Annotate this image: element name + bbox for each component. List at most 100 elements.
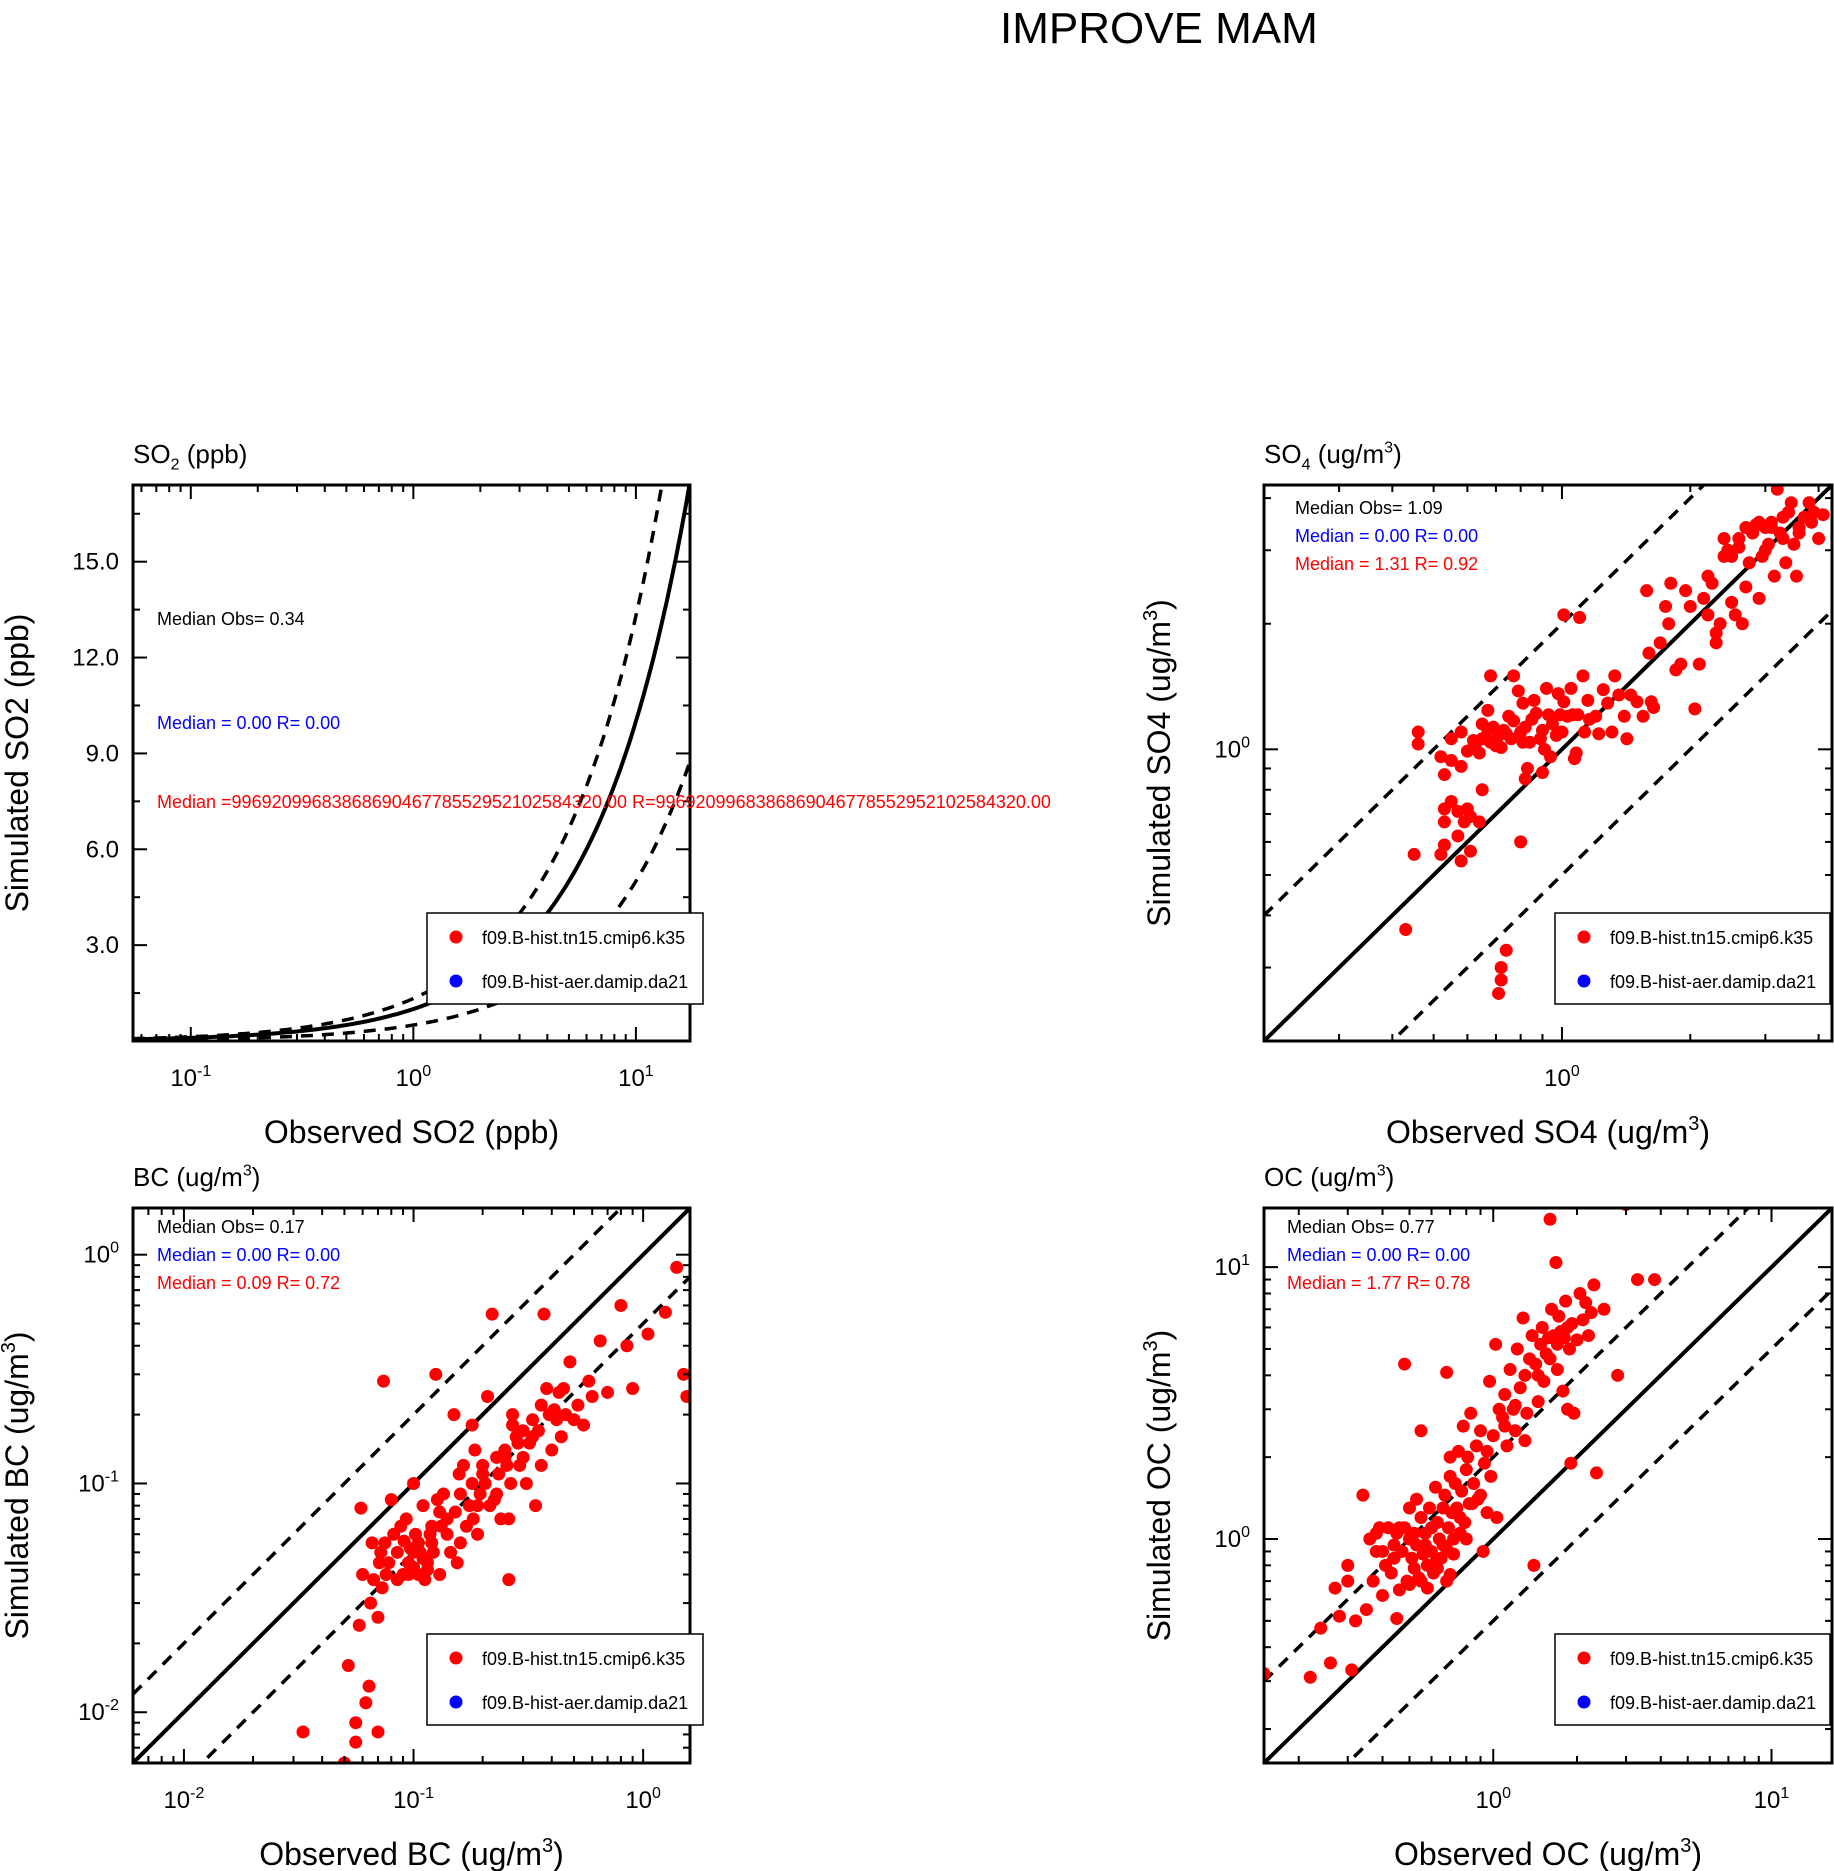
- data-point: [1474, 1424, 1488, 1438]
- data-point: [365, 1536, 379, 1550]
- data-point: [1653, 636, 1667, 650]
- data-point: [1527, 693, 1541, 707]
- y-axis-label: Simulated SO2 (ppb): [0, 614, 35, 913]
- data-point: [1611, 1368, 1625, 1382]
- data-point: [1504, 732, 1518, 746]
- legend-box: [426, 912, 704, 1005]
- data-point: [1535, 1320, 1549, 1334]
- data-point: [1376, 1588, 1390, 1602]
- data-point: [670, 1260, 684, 1274]
- data-point: [1444, 754, 1458, 768]
- data-point: [466, 1512, 480, 1526]
- data-point: [1630, 695, 1644, 709]
- data-point: [1332, 1609, 1346, 1623]
- data-point: [1369, 1526, 1383, 1540]
- panel-title: OC (ug/m3): [1264, 1162, 1394, 1192]
- data-point: [1787, 537, 1801, 551]
- data-point: [1563, 1342, 1577, 1356]
- data-point: [1407, 847, 1421, 861]
- data-point: [1440, 1574, 1454, 1588]
- data-point: [1552, 1309, 1566, 1323]
- data-point: [1732, 540, 1746, 554]
- data-point: [379, 1568, 393, 1582]
- data-point: [502, 1573, 516, 1587]
- data-point: [1529, 1357, 1543, 1371]
- data-point: [1441, 1521, 1455, 1535]
- data-point: [1414, 1424, 1428, 1438]
- data-point: [411, 1568, 425, 1582]
- data-point: [352, 1618, 366, 1632]
- data-point: [1461, 1450, 1475, 1464]
- data-point: [1444, 794, 1458, 808]
- data-point: [1414, 1510, 1428, 1524]
- data-point: [1459, 1532, 1473, 1546]
- data-point: [465, 1476, 479, 1490]
- stat-model1: Median = 1.31 R= 0.92: [1295, 554, 1478, 574]
- data-point: [1535, 723, 1549, 737]
- data-point: [364, 1596, 378, 1610]
- y-tick-label: 12.0: [72, 645, 119, 672]
- data-point: [1376, 1544, 1390, 1558]
- data-point: [1612, 688, 1626, 702]
- data-point: [1492, 986, 1506, 1000]
- legend-label: f09.B-hist.tn15.cmip6.k35: [1610, 928, 1813, 948]
- data-point: [1692, 657, 1706, 671]
- panel-bc: 10-2 10-1 100 10-2 10-1 100 BC (ug/m3) Observed…: [0, 1162, 704, 1871]
- data-point: [585, 1389, 599, 1403]
- data-point: [372, 1556, 386, 1570]
- data-point: [1477, 1456, 1491, 1470]
- data-point: [1465, 1497, 1479, 1511]
- data-point: [1366, 1574, 1380, 1588]
- legend-label: f09.B-hist-aer.damip.da21: [482, 1693, 688, 1713]
- data-point: [571, 1398, 585, 1412]
- legend-box: [1554, 1633, 1831, 1726]
- data-point: [1701, 608, 1715, 622]
- data-point: [1617, 709, 1631, 723]
- data-point: [471, 1499, 485, 1513]
- data-point: [1543, 1352, 1557, 1366]
- data-point: [1437, 815, 1451, 829]
- y-tick-label: 10-2: [78, 1697, 119, 1726]
- stat-median-obs: Median Obs= 0.34: [157, 609, 305, 629]
- data-point: [1567, 1406, 1581, 1420]
- stat-median-obs: Median Obs= 0.17: [157, 1217, 305, 1237]
- data-point: [1484, 669, 1498, 683]
- data-point: [1513, 1381, 1527, 1395]
- data-point: [502, 1512, 516, 1526]
- data-point: [371, 1725, 385, 1739]
- data-point: [359, 1696, 373, 1710]
- data-point: [1359, 1603, 1373, 1617]
- data-point: [1514, 835, 1528, 849]
- x-tick-label: 101: [1754, 1785, 1790, 1814]
- data-point: [1392, 1521, 1406, 1535]
- data-point: [1508, 1424, 1522, 1438]
- data-point: [577, 1418, 591, 1432]
- data-point: [1735, 617, 1749, 631]
- x-tick-label: 100: [625, 1785, 661, 1814]
- data-point: [1518, 1434, 1532, 1448]
- data-point: [1436, 1538, 1450, 1552]
- data-point: [1683, 599, 1697, 613]
- data-point: [1430, 1561, 1444, 1575]
- legend-label: f09.B-hist.tn15.cmip6.k35: [482, 1649, 685, 1669]
- data-point: [416, 1551, 430, 1565]
- data-point: [1474, 1488, 1488, 1502]
- data-point: [1520, 1406, 1534, 1420]
- data-point: [1516, 1311, 1530, 1325]
- data-point: [1767, 569, 1781, 583]
- data-point: [1664, 576, 1678, 590]
- data-point: [440, 1527, 454, 1541]
- data-point: [1511, 684, 1525, 698]
- data-point: [425, 1536, 439, 1550]
- data-point: [1570, 1333, 1584, 1347]
- data-point: [377, 1374, 391, 1388]
- data-point: [506, 1418, 520, 1432]
- data-point: [492, 1467, 506, 1481]
- data-point: [563, 1355, 577, 1369]
- data-point: [1561, 1320, 1575, 1334]
- y-tick-label: 101: [1214, 1252, 1250, 1281]
- data-point: [1523, 735, 1537, 749]
- data-point: [1688, 702, 1702, 716]
- data-point: [1420, 1581, 1434, 1595]
- data-point: [1303, 1670, 1317, 1684]
